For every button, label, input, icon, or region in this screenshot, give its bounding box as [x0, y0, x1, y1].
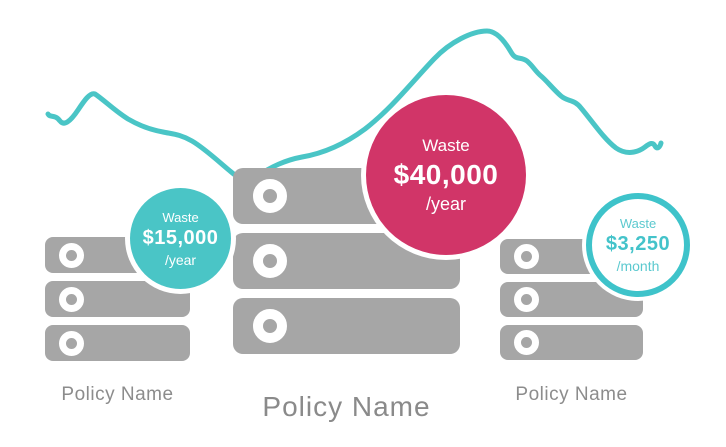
waste-badge-amount: $3,250	[605, 233, 671, 255]
waste-badge-title: Waste	[619, 216, 657, 231]
waste-badge-center: Waste $40,000 /year	[366, 95, 526, 255]
policy-name-label-right: Policy Name	[515, 384, 628, 405]
drive-indicator-icon	[59, 242, 84, 268]
drive-indicator-icon	[253, 309, 287, 343]
waste-badge-amount: $40,000	[393, 159, 499, 190]
drive-indicator-icon	[59, 286, 84, 312]
drive-indicator-icon	[253, 179, 287, 213]
drive-indicator-icon	[514, 244, 539, 269]
policy-name-label-left: Policy Name	[61, 384, 174, 405]
server-bar	[500, 325, 643, 360]
drive-indicator-icon	[514, 287, 539, 312]
policy-name-label-center: Policy Name	[262, 391, 431, 422]
waste-badge-period: /month	[616, 258, 660, 274]
drive-indicator-icon	[514, 330, 539, 355]
waste-badge-amount: $15,000	[142, 226, 219, 249]
server-bar	[45, 325, 190, 361]
waste-badge-right: Waste $3,250 /month	[586, 193, 690, 297]
server-bar	[45, 281, 190, 317]
waste-badge-period: /year	[425, 194, 467, 214]
waste-badge-title: Waste	[162, 209, 199, 225]
waste-badge-left: Waste $15,000 /year	[130, 188, 231, 289]
trend-line-path	[45, 28, 664, 182]
drive-indicator-icon	[59, 330, 84, 356]
waste-badge-title: Waste	[422, 136, 470, 155]
server-bar	[233, 298, 460, 354]
waste-badge-period: /year	[164, 251, 197, 268]
server-bar	[233, 233, 460, 289]
drive-indicator-icon	[253, 244, 287, 278]
